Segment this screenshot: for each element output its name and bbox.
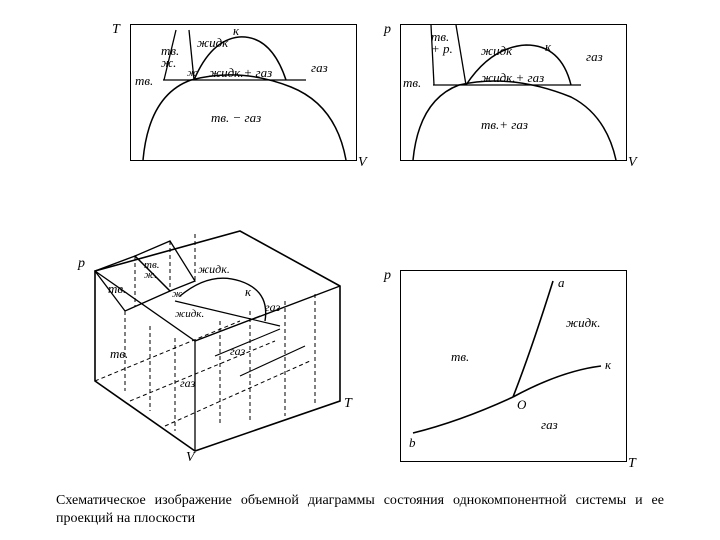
d3-solid-face <box>95 256 170 311</box>
panel-tv-svg <box>131 25 356 160</box>
label-pt-k: к <box>605 357 611 373</box>
axis-pt-y: p <box>384 268 391 284</box>
axis-tv-y: T <box>112 22 120 38</box>
axis-pt-x: T <box>628 456 636 472</box>
pt-melting <box>513 281 553 397</box>
d3-top-ridge <box>95 271 340 341</box>
panel-pt-svg <box>401 271 626 461</box>
pv-inner-dome <box>466 45 571 85</box>
axis-3d-p: p <box>78 256 85 272</box>
label-pt-o: O <box>517 397 526 413</box>
tv-solid-left <box>164 30 176 80</box>
d3-dashed-group <box>95 234 315 431</box>
panel-3d-svg <box>80 226 370 466</box>
axis-3d-v: V <box>186 450 195 466</box>
tv-inner-dome <box>194 37 286 80</box>
tv-solid-right <box>189 30 194 80</box>
pv-solid-right <box>456 25 466 85</box>
panel-tv: к жидк тв.ж. ж жидк.+ газ газ тв. тв. − … <box>130 24 357 161</box>
label-pt-b: b <box>409 435 416 451</box>
axis-pv-y: p <box>384 22 391 38</box>
d3-outer <box>95 231 340 451</box>
figure-caption: Схематическое изображение объемной диагр… <box>56 492 664 527</box>
tv-outer-dome <box>143 75 346 160</box>
pt-vaporization <box>513 366 601 397</box>
panel-3d: p V T тв. тв. тв.ж. ж жидк. жидк. к газ … <box>80 226 370 466</box>
d3-tvzh-face <box>135 241 195 291</box>
pt-sublimation <box>413 397 513 433</box>
panel-pv-svg <box>401 25 626 160</box>
label-pt-a: a <box>558 275 565 291</box>
axis-3d-t: T <box>344 396 352 412</box>
pv-outer-dome <box>413 81 616 160</box>
axis-tv-x: V <box>358 155 367 171</box>
panel-pt: a b к O тв. жидк. газ <box>400 270 627 462</box>
pv-solid-left <box>431 25 434 85</box>
panel-pv: тв.+ р. жидк к газ тв. жидк.+ газ тв.+ г… <box>400 24 627 161</box>
axis-pv-x: V <box>628 155 637 171</box>
d3-dome <box>180 278 266 321</box>
